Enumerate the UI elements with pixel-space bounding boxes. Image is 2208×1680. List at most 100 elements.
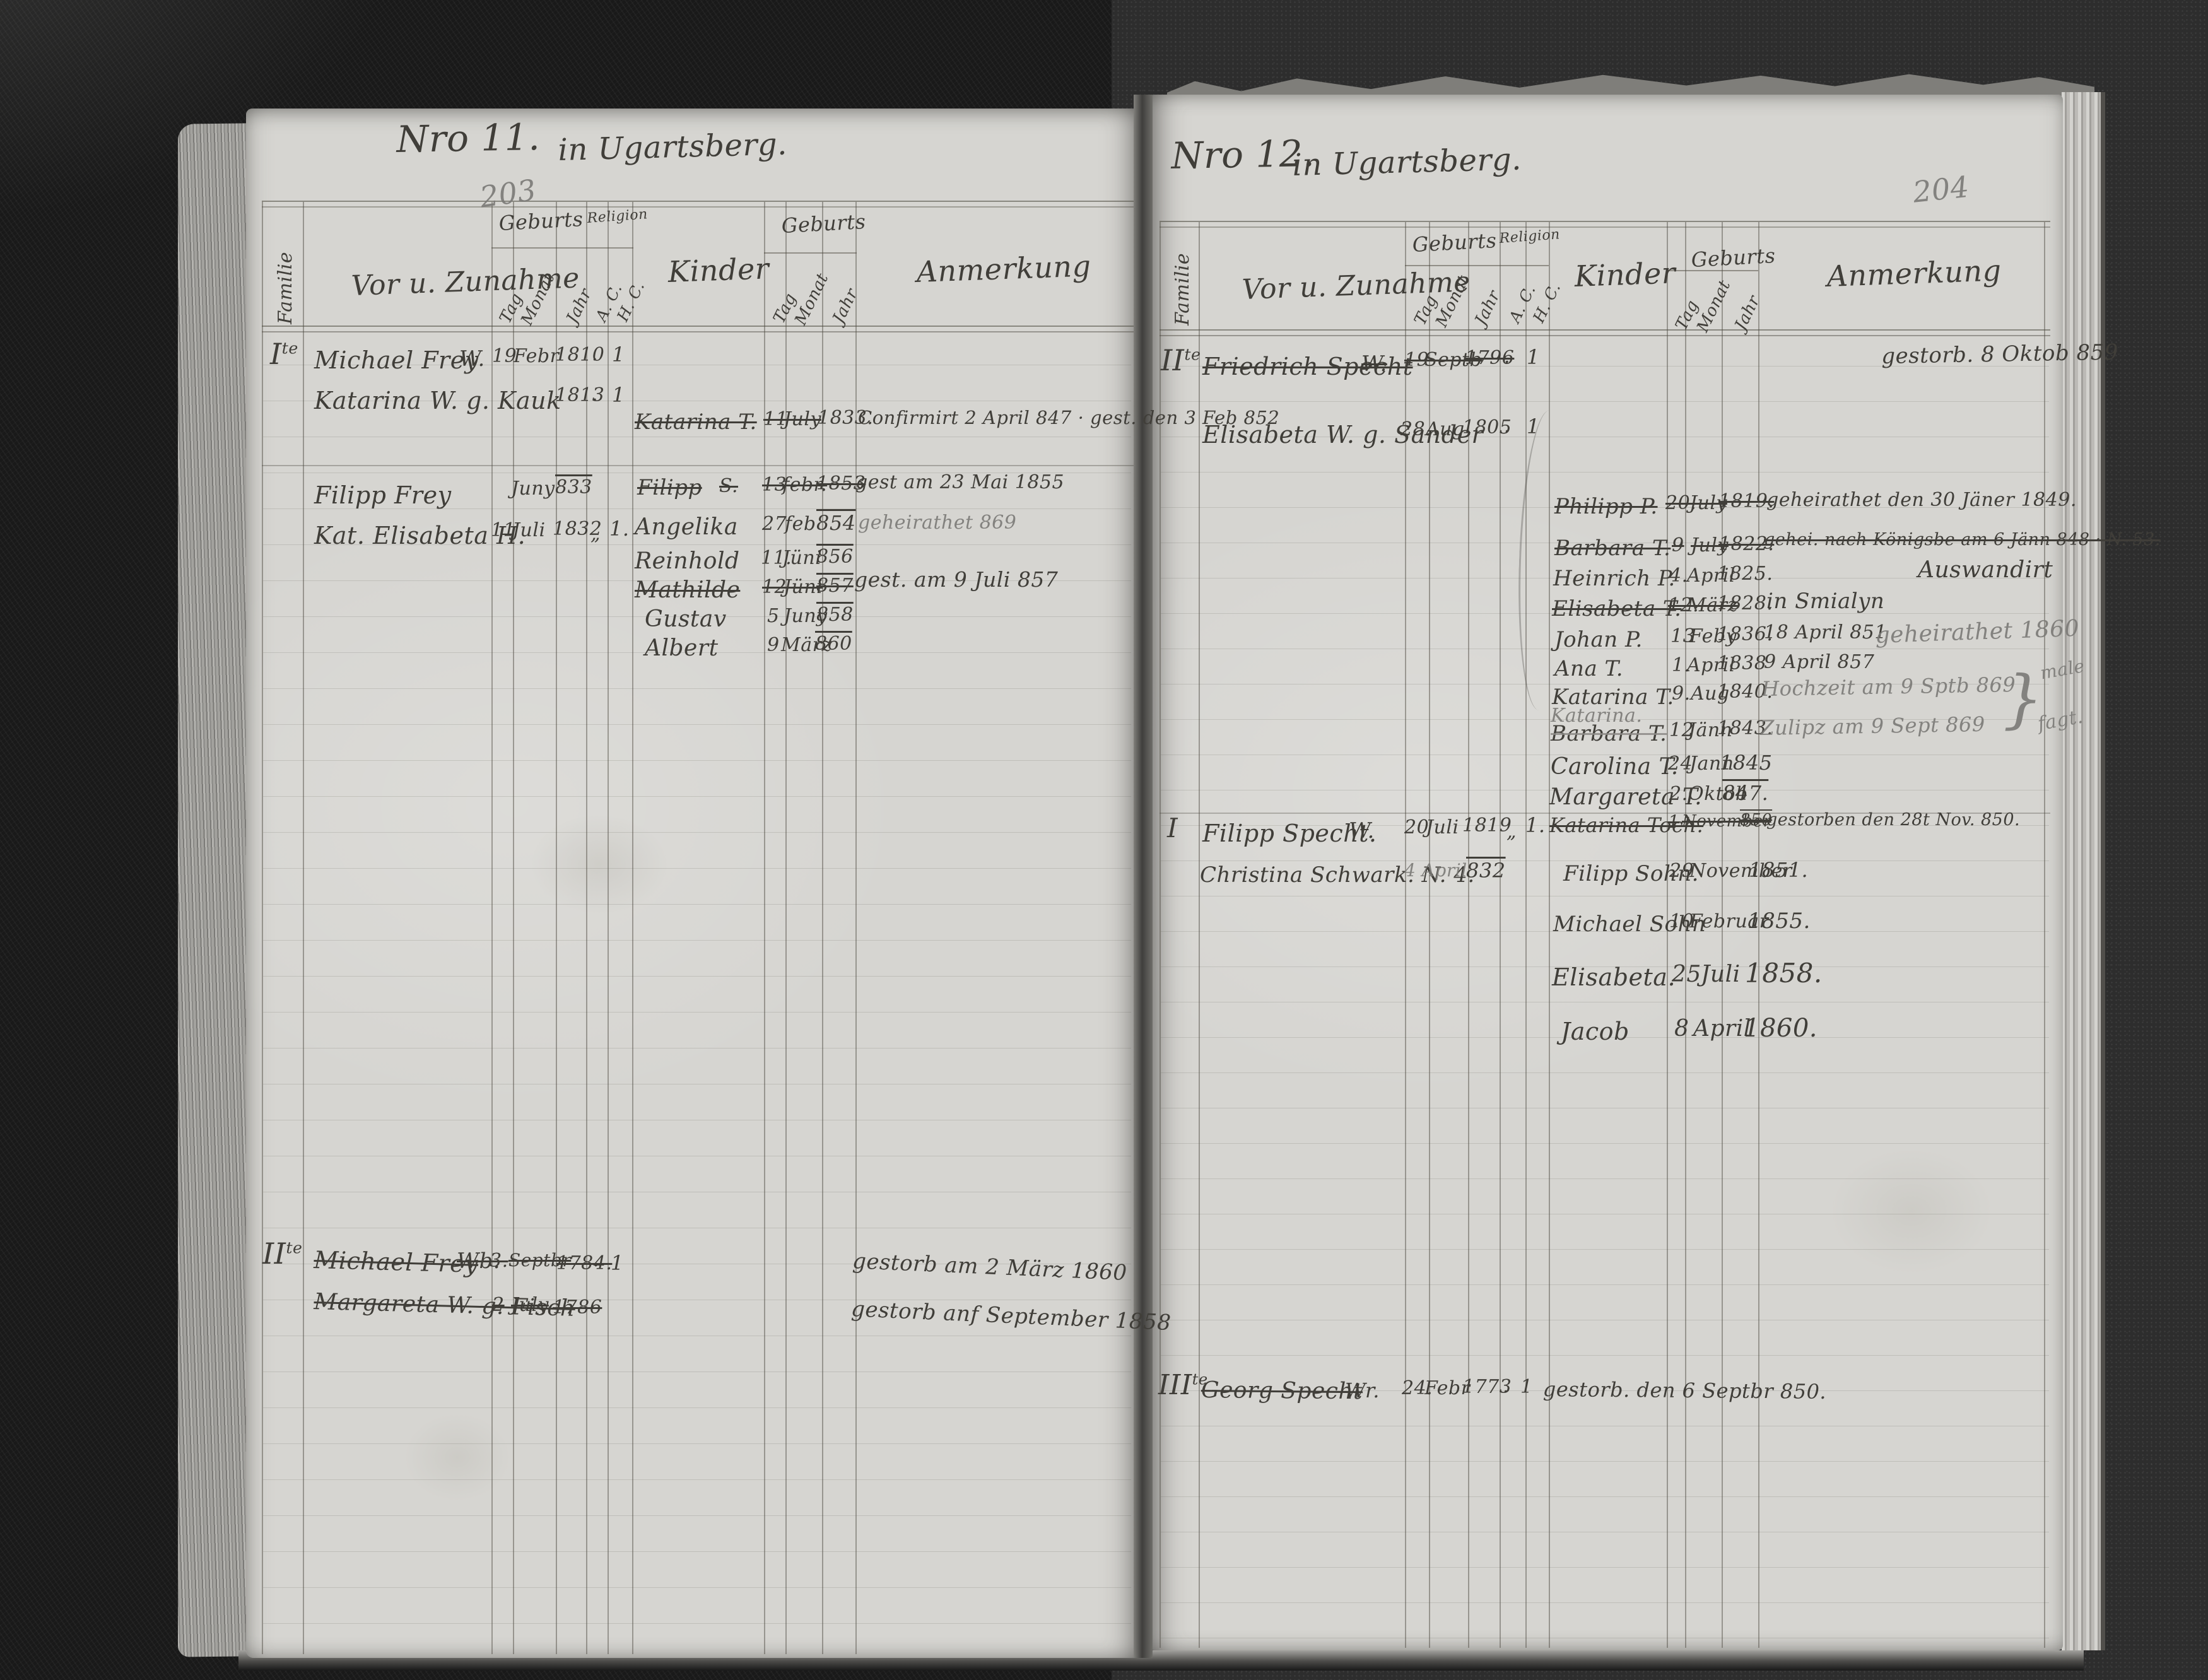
right-fII-c10-jahr: 847. [1722,781,1769,805]
right-fII-c1-tag: 20. [1665,492,1697,514]
right-fII-p2-jahr: 1805 [1462,416,1512,438]
right-fIII-p1-jahr: 1773 [1462,1376,1512,1398]
left-f3-p2-monat: July [511,1294,549,1316]
ruling-line [263,616,1131,617]
left-f1-p1-tag: 19 [492,345,517,367]
right-fII-c2-name: Barbara T. [1554,536,1671,561]
left-f2-c3-monat: Jüni [782,547,822,569]
left-f2-c5-tag: 5 [767,605,780,627]
ruling-line [491,202,493,1654]
left-family-2-marker: IIte [262,1237,303,1271]
ruling-line [263,940,1131,941]
right-col-geburts-1: Geburts [1411,228,1498,257]
right-fII-c5-remark-pencil: geheirathet 1860 [1874,615,2080,649]
right-fII-c8-monat: Jänn [1688,719,1733,741]
right-fII-p1-jahr: 1796 [1465,347,1515,369]
right-fIII-p1-tag: 24. [1402,1377,1433,1399]
right-fII-c1-monat: July [1689,492,1727,514]
right-fI-c3-name: Michael Sohn [1553,912,1706,937]
right-fI-c5-name: Jacob [1561,1018,1630,1045]
left-f3-remark-2: gestorb anf September 1858 [850,1296,1172,1336]
right-fII-c3-monat: April [1687,565,1735,587]
ruling-line [1161,1390,2049,1391]
right-fII-p2-dot: · [1504,421,1511,443]
right-fI-c2-monat: November [1689,860,1792,882]
right-fI-p2-jahr: 832 [1466,859,1506,883]
left-col-religion: Religion [586,206,649,226]
right-fI-c4-tag: 25 [1672,961,1701,987]
right-fII-p1-remark: gestorb. 8 Oktob 859 [1881,339,2119,369]
right-fII-c3-tag: 4. [1669,565,1688,587]
left-f2-c5-monat: Juny [784,605,828,627]
left-f1-c1-jahr: 1833. [818,407,874,429]
right-fIII-p1-status: Wr. [1345,1378,1380,1402]
ruling-line [1161,472,2049,473]
left-f3-p1-tag: 3. [490,1250,508,1272]
left-f1-p1-status: W. [459,346,485,372]
left-f1-c1-tag: 11 [763,408,789,430]
ruling-line [1161,1143,2049,1144]
ruling-line [263,1407,1131,1408]
right-fI-p1-ditto: „ [1506,821,1517,843]
right-fII-c3-name: Heinrich P. [1553,566,1676,591]
right-fII-c6-monat: April [1687,654,1735,676]
right-fII-c2-tag: 9 [1672,534,1684,556]
left-f2-c3-jahr: 856 [816,546,854,568]
right-fI-c2-jahr: 1851. [1749,858,1809,882]
right-fII-c1-jahr: 1819. [1718,490,1775,512]
right-fII-c4-monat: März [1687,594,1738,616]
right-fII-c9-tag: 24 [1668,753,1693,775]
left-f1-p1-name: Michael Frey [314,346,479,374]
left-f2-c1-tag: 13 [762,474,787,496]
right-fII-c8-name: Barbara T. [1551,721,1667,746]
ruling-line [1161,1284,2049,1285]
right-fI-c1-tag: 1 [1668,811,1680,832]
left-f2-p1-name: Filipp Frey [314,481,452,509]
left-f1-p1-rel: 1 [612,343,625,367]
ruling-line [1667,270,1758,271]
right-fII-c7-jahr: 1840. [1717,681,1773,703]
ruling-line [764,252,857,254]
right-fII-c8-remark-pencil: Zulipz am 9 Sept 869 [1759,712,1985,740]
register-page-left [246,109,1138,1658]
right-fII-c5-remark: 18 April 851 [1764,621,1887,643]
left-f1-p1-monat: Febr [514,345,560,367]
right-col-geburts-2: Geburts [1690,244,1776,272]
left-f3-p1-status: Wb. [457,1248,501,1274]
left-f2-c4-monat: Jüni [784,576,823,598]
left-f2-p2-monat: Juli [512,519,546,541]
right-fII-c2-jahr: 1822. [1718,533,1775,555]
left-f2-c6-tag: 9 [767,634,780,656]
right-fIII-p1-monat: Febr [1424,1377,1471,1399]
left-f1-p2-name: Katarina W. g. Kauk [314,387,561,414]
right-fII-brace-note-1: male [2038,655,2086,684]
ruling-line [1161,1496,2049,1497]
right-fI-c5-jahr: 1860. [1744,1014,1818,1043]
left-col-kinder: Kinder [667,251,770,289]
left-f2-c1-remark: gest am 23 Mai 1855 [855,471,1065,493]
ruling-line [263,508,1131,509]
right-page-number: 204 [1911,169,1971,209]
left-f3-p1-dot: · [593,1255,600,1277]
right-fII-p1-status: W. [1361,351,1387,377]
left-f3-remark-1: gestorb am 2 März 1860 [852,1248,1128,1286]
ruling-line [263,832,1131,833]
right-fII-c4-jahr: 1828. [1717,592,1773,614]
ruling-line [1500,222,1501,1648]
left-f2-c4-remark: gest. am 9 Juli 857 [854,567,1059,592]
ruling-line [1161,966,2049,967]
ruling-line [491,247,633,249]
right-fII-c2-remark: gehei. nach Königsbe am 6 Jänn 848 · N. … [1764,530,2161,549]
left-f2-c1-monat: febr. [782,474,828,496]
left-f3-p1-rel: 1 [611,1251,624,1275]
right-fI-p2-monat-pencil: 4 April [1404,860,1467,881]
left-f3-p1-name: Michael Frey [313,1246,479,1278]
right-fI-c1-jahr: 850 [1740,811,1773,830]
right-fI-c2-tag: 29 [1669,860,1694,882]
ruling-line [1161,931,2049,932]
right-fI-c2-name: Filipp Sohn. [1563,861,1699,886]
ruling-line [608,202,609,1654]
right-fII-c10-tag: 2. [1669,783,1688,805]
right-fI-c4-name: Elisabeta. [1552,963,1676,991]
ruling-line [1161,578,2049,579]
